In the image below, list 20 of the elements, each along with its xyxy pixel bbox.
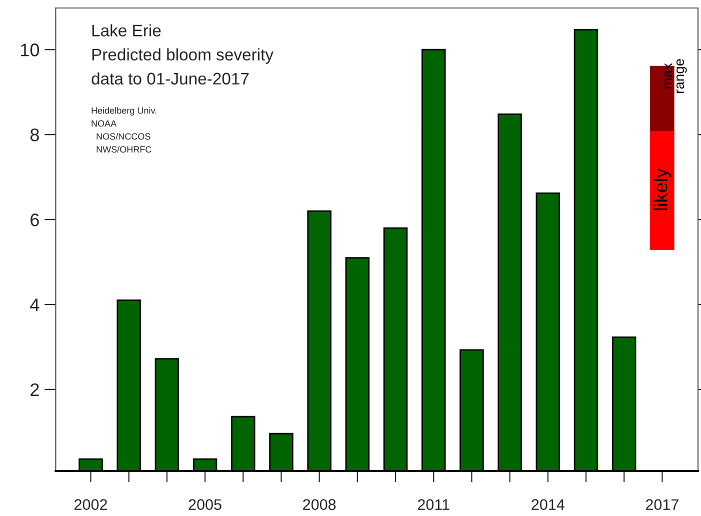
- y-tick-label: 4: [30, 298, 40, 312]
- annotation: NOAA: [92, 120, 117, 127]
- x-tick-label: 2017: [646, 499, 678, 510]
- text: Lake Erie: [92, 24, 161, 36]
- y-tick-label: 10: [21, 44, 40, 56]
- x-tick-label: 2014: [532, 499, 564, 510]
- text: max range: [664, 59, 687, 94]
- x-tick-label: 2011: [418, 499, 450, 510]
- annotation: NOS/NCCOS: [96, 133, 150, 140]
- x-tick-label: 2002: [74, 499, 107, 510]
- annotation: Heidelberg Univ.: [92, 107, 156, 116]
- y-tick-label: 2: [30, 383, 39, 396]
- x-tick-label: 2008: [303, 499, 336, 510]
- x-tick-label: 2005: [188, 499, 222, 510]
- annotation: NWS/OHRFC: [96, 146, 152, 153]
- text: Predicted bloom severity: [92, 48, 274, 64]
- y-tick-label: 6: [30, 213, 39, 226]
- y-tick-label: 8: [30, 128, 39, 142]
- series-label: likely: [653, 168, 672, 210]
- annotation: data to 01-June-2017: [92, 72, 249, 85]
